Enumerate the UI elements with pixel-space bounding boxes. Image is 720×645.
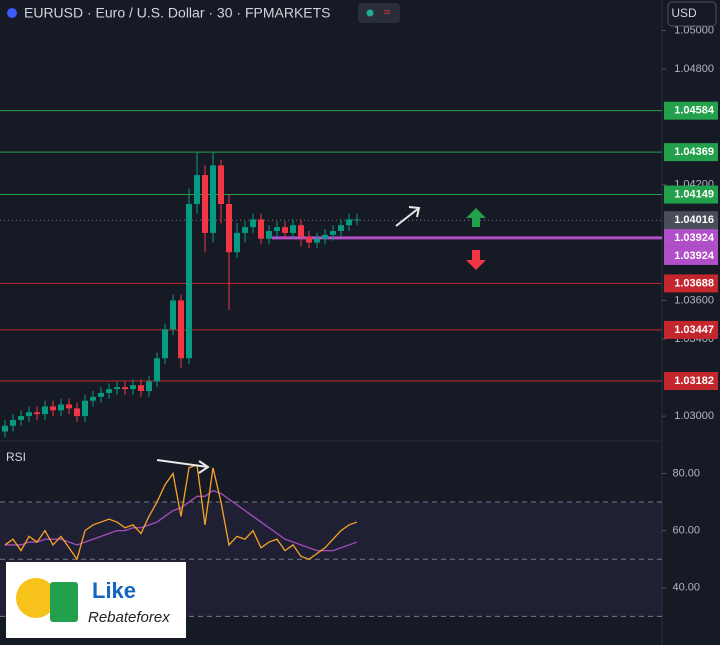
- candle-body: [58, 404, 64, 411]
- price-label: 1.03182: [674, 375, 714, 387]
- rsi-line: [4, 463, 358, 561]
- candle-body: [234, 232, 240, 253]
- logo-line1: Like: [92, 578, 136, 603]
- rsi-title: RSI: [6, 450, 26, 464]
- candle-body: [250, 219, 256, 228]
- candle-body: [274, 227, 280, 231]
- candle-body: [354, 219, 360, 221]
- candle-body: [114, 387, 120, 390]
- candle-body: [266, 230, 272, 239]
- candle-body: [186, 203, 192, 359]
- y-tick-label: 1.04800: [674, 63, 714, 75]
- price-label-bg: [664, 143, 718, 162]
- candle-body: [2, 425, 8, 432]
- candle-body: [242, 227, 248, 233]
- down-arrow-icon: [466, 250, 486, 270]
- divergence-arrow: [156, 459, 210, 474]
- candle-body: [50, 406, 56, 411]
- candle-body: [154, 358, 160, 382]
- status-pill[interactable]: [358, 3, 400, 23]
- flag-icon: [7, 8, 17, 18]
- logo-emoji: [16, 578, 56, 618]
- y-tick-label: 1.03000: [674, 410, 714, 422]
- up-arrow-icon: [466, 208, 486, 227]
- price-label: 1.04149: [674, 188, 714, 200]
- y-tick-label: 1.05000: [674, 24, 714, 36]
- currency-label: USD: [671, 6, 697, 20]
- candle-body: [314, 238, 320, 243]
- price-label-bg: [664, 371, 718, 390]
- currency-button[interactable]: [667, 1, 717, 27]
- price-label-bg: [664, 101, 718, 120]
- price-label-bg: [664, 320, 718, 339]
- price-label: 1.03924: [674, 232, 715, 244]
- price-label-bg: [664, 228, 718, 247]
- candle-body: [130, 385, 136, 390]
- price-label: 1.03688: [674, 277, 714, 289]
- candle-body: [138, 385, 144, 392]
- y-tick-label: 80.00: [672, 467, 700, 479]
- price-label-bg: [664, 211, 718, 230]
- candle-body: [322, 234, 328, 239]
- candle-body: [42, 406, 48, 415]
- candle-body: [98, 392, 104, 397]
- candle-body: [10, 419, 16, 426]
- candle-body: [146, 381, 152, 392]
- market-open-dot: [366, 9, 374, 17]
- price-label-bg: [664, 274, 718, 293]
- candle-body: [194, 175, 200, 204]
- price-label: 1.03924: [674, 250, 715, 262]
- y-tick-label: 1.03600: [674, 294, 714, 306]
- logo-bill: [50, 582, 78, 622]
- candle-body: [122, 387, 128, 390]
- candle-body: [346, 219, 352, 226]
- candle-body: [66, 404, 72, 409]
- candle-body: [90, 396, 96, 401]
- candle-body: [258, 219, 264, 239]
- y-tick-label: 40.00: [672, 582, 700, 594]
- status-icon: ≈: [384, 5, 391, 19]
- candle-body: [338, 225, 344, 231]
- candle-body: [26, 412, 32, 417]
- candle-body: [82, 400, 88, 417]
- candle-body: [202, 175, 208, 233]
- symbol-title: EURUSD · Euro / U.S. Dollar · 30 · FPMAR…: [24, 5, 331, 21]
- price-label: 1.04016: [674, 214, 714, 226]
- price-label-bg: [664, 185, 718, 204]
- candle-body: [34, 412, 40, 415]
- candle-body: [306, 236, 312, 243]
- y-tick-label: 60.00: [672, 525, 700, 537]
- price-label: 1.04369: [674, 146, 714, 158]
- candle-body: [282, 227, 288, 233]
- candle-body: [106, 389, 112, 393]
- trend-arrow: [395, 206, 421, 227]
- candle-body: [162, 329, 168, 359]
- candle-body: [290, 225, 296, 233]
- price-label-bg: [664, 246, 718, 265]
- price-label: 1.04584: [674, 105, 715, 117]
- candle-body: [218, 165, 224, 204]
- candle-body: [178, 300, 184, 359]
- candle-body: [226, 203, 232, 253]
- candle-body: [170, 300, 176, 330]
- candle-body: [74, 408, 80, 417]
- candle-body: [298, 225, 304, 237]
- candle-body: [330, 230, 336, 235]
- candle-body: [210, 165, 216, 233]
- price-label: 1.03447: [674, 324, 714, 336]
- logo-line2: Rebateforex: [88, 609, 170, 626]
- candle-body: [18, 416, 24, 420]
